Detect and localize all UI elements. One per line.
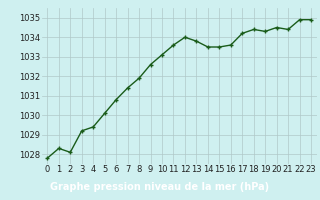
Text: Graphe pression niveau de la mer (hPa): Graphe pression niveau de la mer (hPa) [51,182,269,192]
